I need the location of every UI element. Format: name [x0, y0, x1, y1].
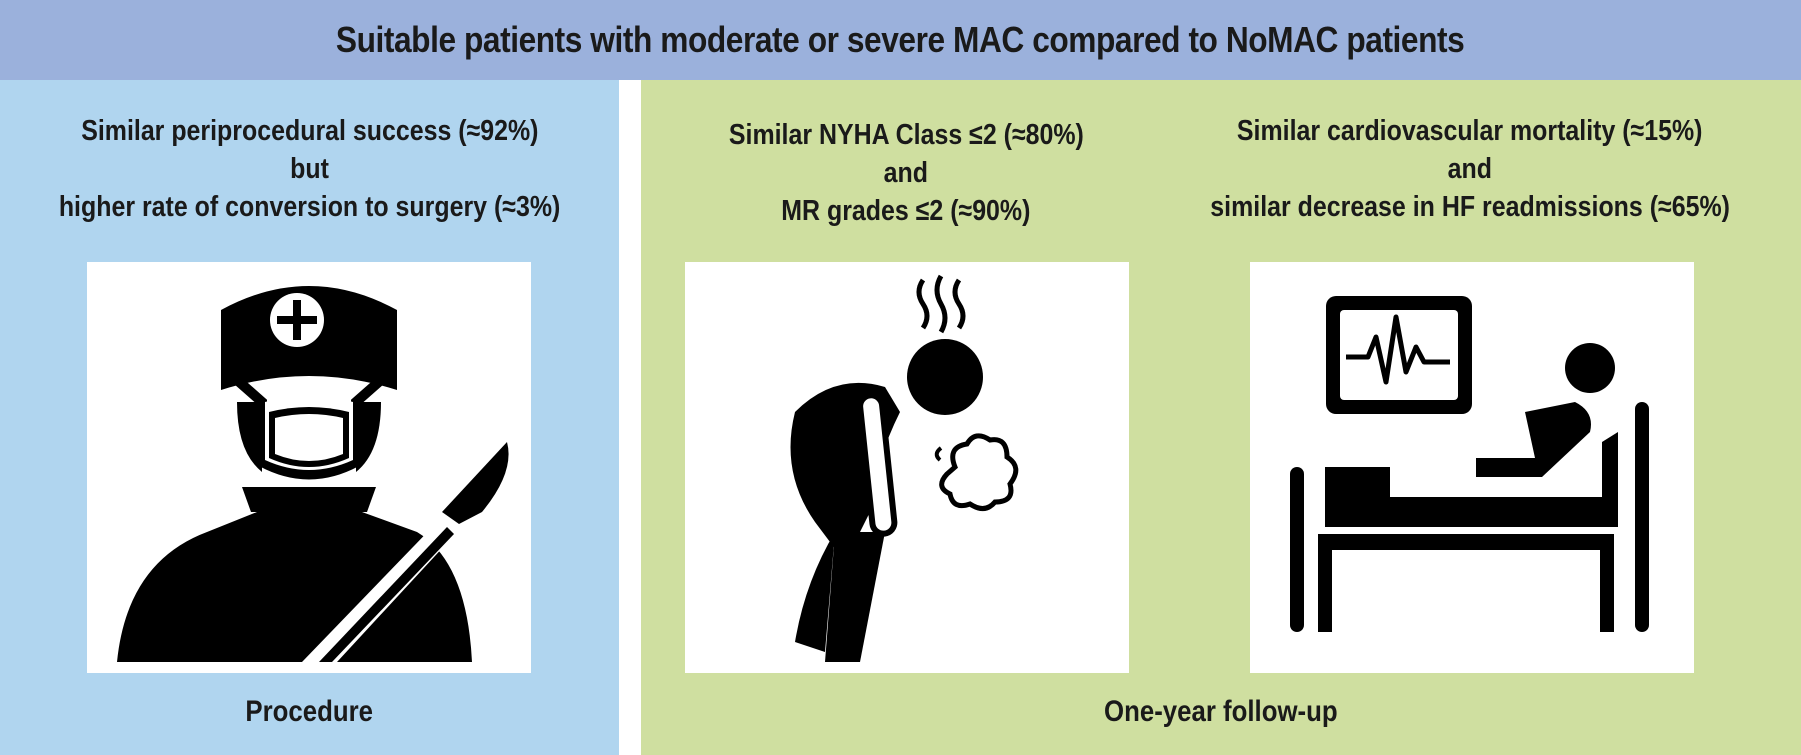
procedure-caption: Similar periprocedural success (≈92%) bu… [0, 112, 619, 226]
caption-line: and [1447, 153, 1493, 185]
caption-line: Similar NYHA Class ≤2 (≈80%) [728, 119, 1084, 151]
caption-line: and [883, 157, 929, 189]
nyha-caption: Similar NYHA Class ≤2 (≈80%) and MR grad… [641, 116, 1171, 230]
procedure-footer-label: Procedure [0, 695, 619, 735]
caption-line: similar decrease in HF readmissions (≈65… [1210, 191, 1730, 223]
mortality-caption: Similar cardiovascular mortality (≈15%) … [1160, 112, 1780, 226]
footer-text: Procedure [245, 695, 374, 728]
header-banner: Suitable patients with moderate or sever… [0, 0, 1801, 80]
footer-text: One-year follow-up [1104, 695, 1338, 728]
hospital-bed-monitor-icon [1250, 262, 1694, 673]
breathless-person-icon [685, 262, 1129, 673]
caption-line: Similar cardiovascular mortality (≈15%) [1237, 115, 1703, 147]
page-title: Suitable patients with moderate or sever… [336, 19, 1465, 60]
surgeon-with-scalpel-icon [87, 262, 531, 673]
caption-line: MR grades ≤2 (≈90%) [781, 195, 1031, 227]
caption-line: Similar periprocedural success (≈92%) [80, 115, 539, 147]
caption-line: but [290, 153, 329, 185]
followup-footer-label: One-year follow-up [641, 695, 1801, 735]
caption-line: higher rate of conversion to surgery (≈3… [58, 191, 561, 223]
